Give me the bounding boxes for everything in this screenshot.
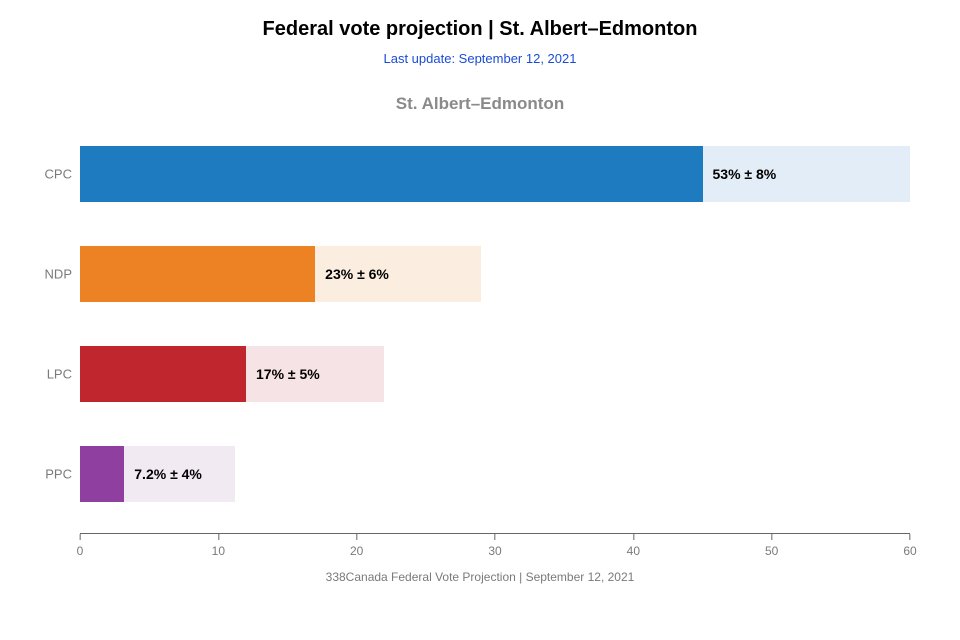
bar-value xyxy=(80,146,703,202)
bar-row-cpc: 53% ± 8%CPC xyxy=(80,146,910,202)
bar-label: 23% ± 6% xyxy=(325,266,389,282)
bar-value xyxy=(80,246,315,302)
vote-projection-chart: Federal vote projection | St. Albert–Edm… xyxy=(0,0,960,640)
bar-value xyxy=(80,446,124,502)
last-update: Last update: September 12, 2021 xyxy=(20,51,940,66)
y-axis-label: PPC xyxy=(45,467,80,482)
x-tick-mark xyxy=(771,534,772,540)
x-tick: 20 xyxy=(350,534,363,558)
bar-row-ndp: 23% ± 6%NDP xyxy=(80,246,910,302)
chart-subtitle: St. Albert–Edmonton xyxy=(20,94,940,114)
bars-region: 53% ± 8%CPC 23% ± 6%NDP 17% ± 5%LPC 7.2% ± … xyxy=(80,134,910,534)
x-tick: 50 xyxy=(765,534,778,558)
x-tick-label: 20 xyxy=(350,544,363,558)
x-tick: 10 xyxy=(212,534,225,558)
y-axis-label: LPC xyxy=(47,367,80,382)
bar-row-lpc: 17% ± 5%LPC xyxy=(80,346,910,402)
x-tick-label: 60 xyxy=(903,544,916,558)
x-tick-mark xyxy=(218,534,219,540)
x-tick-label: 40 xyxy=(627,544,640,558)
chart-caption: 338Canada Federal Vote Projection | Sept… xyxy=(20,570,940,584)
x-tick-label: 10 xyxy=(212,544,225,558)
x-tick: 40 xyxy=(627,534,640,558)
y-axis-label: NDP xyxy=(45,267,80,282)
bar-value xyxy=(80,346,246,402)
bar-label: 53% ± 8% xyxy=(713,166,777,182)
x-tick-mark xyxy=(633,534,634,540)
x-tick-label: 0 xyxy=(77,544,84,558)
x-tick-mark xyxy=(80,534,81,540)
x-tick: 0 xyxy=(77,534,84,558)
x-tick-mark xyxy=(494,534,495,540)
x-tick-mark xyxy=(356,534,357,540)
y-axis-label: CPC xyxy=(45,167,80,182)
x-tick: 60 xyxy=(903,534,916,558)
bar-row-ppc: 7.2% ± 4%PPC xyxy=(80,446,910,502)
bar-label: 7.2% ± 4% xyxy=(134,466,202,482)
chart-title: Federal vote projection | St. Albert–Edm… xyxy=(20,18,940,41)
plot-area: 53% ± 8%CPC 23% ± 6%NDP 17% ± 5%LPC 7.2% ± … xyxy=(80,134,910,564)
x-tick-label: 30 xyxy=(488,544,501,558)
x-axis: 0102030405060 xyxy=(80,534,910,564)
bar-label: 17% ± 5% xyxy=(256,366,320,382)
x-tick: 30 xyxy=(488,534,501,558)
x-tick-label: 50 xyxy=(765,544,778,558)
x-tick-mark xyxy=(909,534,910,540)
